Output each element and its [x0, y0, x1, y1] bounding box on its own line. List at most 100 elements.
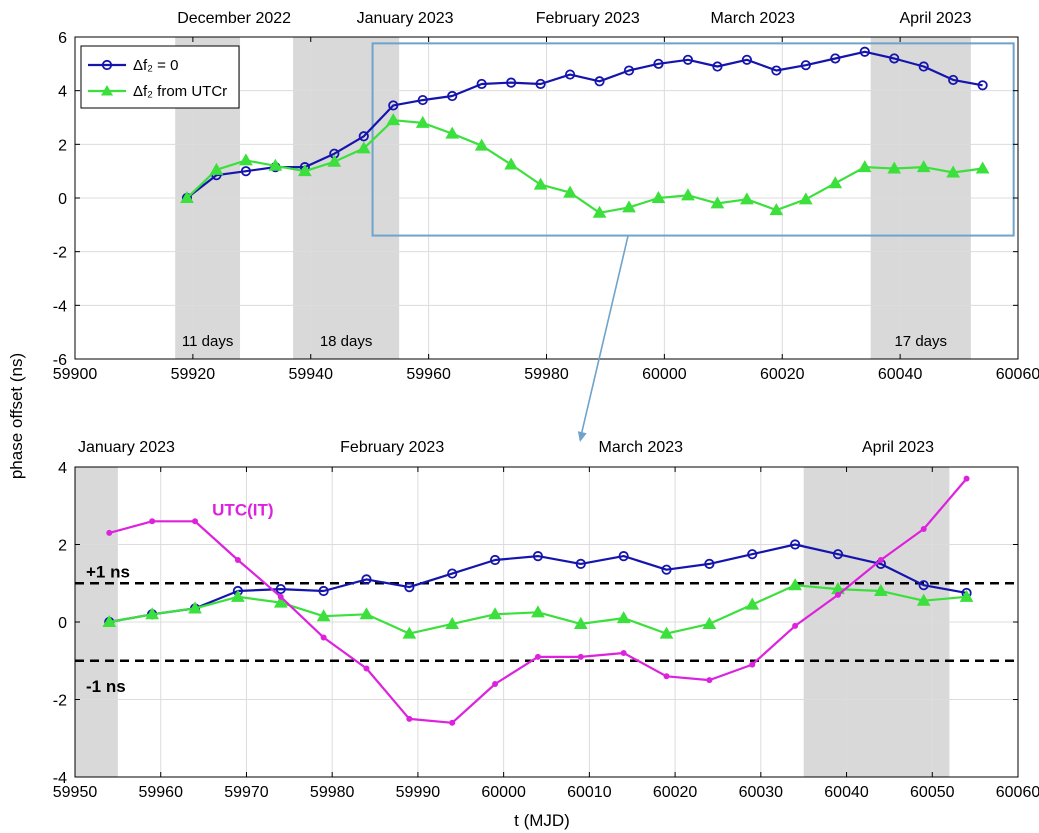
data-point	[651, 190, 666, 203]
data-point	[102, 614, 117, 627]
series-annotation: UTC(IT)	[212, 500, 273, 519]
data-point	[180, 190, 194, 203]
data-point	[887, 161, 902, 174]
data-point	[447, 90, 458, 102]
connector-line	[579, 235, 629, 441]
data-point	[620, 650, 627, 656]
data-point	[681, 188, 695, 201]
data-point	[564, 69, 576, 80]
data-point	[415, 115, 430, 128]
x-tick-label: 60040	[824, 784, 869, 801]
data-point	[476, 78, 487, 90]
month-label: April 2023	[862, 439, 934, 456]
data-point	[327, 154, 342, 167]
data-point	[188, 601, 202, 614]
month-label: January 2023	[357, 10, 454, 27]
data-point	[386, 113, 401, 126]
data-point	[769, 203, 784, 216]
threshold-label: -1 ns	[86, 677, 126, 696]
data-point	[534, 653, 541, 660]
x-tick-label: 60020	[760, 366, 805, 383]
data-point	[653, 58, 664, 69]
shaded-span-label: 11 days	[182, 333, 233, 350]
legend-label: Δf₂ from UTCr	[133, 83, 227, 100]
y-tick-label: -2	[53, 693, 67, 710]
data-point	[145, 607, 160, 620]
data-point	[704, 558, 715, 569]
data-point	[618, 551, 629, 562]
data-point	[710, 196, 725, 209]
data-point	[745, 597, 760, 610]
data-point	[712, 61, 723, 72]
data-point	[948, 74, 959, 86]
data-point	[857, 160, 872, 173]
data-point	[318, 585, 329, 597]
x-tick-label: 60000	[642, 366, 687, 383]
zoom-connector-arrow	[577, 235, 629, 442]
y-tick-label: 2	[58, 137, 67, 154]
data-point	[920, 526, 927, 532]
data-point	[192, 518, 199, 525]
data-point	[149, 518, 156, 525]
series-line	[186, 50, 983, 199]
month-label: January 2023	[78, 439, 175, 456]
x-tick-label: 60060	[996, 784, 1039, 801]
data-point	[830, 53, 841, 64]
data-point	[445, 616, 460, 629]
x-tick-label: 59900	[53, 366, 98, 383]
data-point	[297, 164, 312, 177]
data-point	[661, 564, 672, 575]
connector-arrowhead	[577, 431, 587, 442]
x-tick-label: 60040	[878, 366, 923, 383]
data-point	[889, 53, 900, 64]
data-point	[531, 605, 545, 618]
data-point	[916, 593, 931, 606]
x-tick-label: 59980	[524, 366, 569, 383]
data-point	[404, 582, 415, 593]
data-point	[361, 574, 372, 585]
data-point	[877, 557, 884, 563]
data-point	[388, 100, 399, 111]
data-point	[417, 94, 428, 106]
x-axis-label: t (MJD)	[514, 811, 570, 830]
y-tick-label: 0	[58, 615, 67, 632]
data-point	[959, 589, 974, 602]
shaded-span-label: 17 days	[894, 333, 947, 350]
data-point	[504, 157, 518, 170]
series-group	[180, 46, 990, 218]
data-point	[275, 583, 286, 595]
x-tick-label: 59950	[53, 784, 98, 801]
x-tick-label: 59940	[289, 366, 334, 383]
x-tick-label: 60060	[996, 366, 1039, 383]
data-point	[575, 558, 586, 569]
legend-box	[80, 45, 240, 109]
x-tick-label: 59960	[138, 784, 183, 801]
data-point	[406, 715, 413, 722]
y-tick-label: 4	[58, 460, 67, 477]
data-point	[592, 205, 607, 218]
data-point	[234, 557, 241, 563]
month-label: April 2023	[899, 10, 971, 27]
data-point	[798, 192, 813, 205]
data-point	[975, 161, 990, 174]
data-point	[359, 607, 374, 620]
data-point	[506, 77, 517, 88]
data-point	[792, 622, 799, 629]
data-point	[573, 616, 588, 629]
x-tick-label: 60010	[567, 784, 612, 801]
data-point	[659, 626, 674, 639]
data-point	[946, 165, 961, 178]
data-point	[492, 681, 499, 687]
legend-marker	[101, 85, 113, 96]
x-tick-label: 59990	[396, 784, 441, 801]
x-tick-label: 60000	[481, 784, 526, 801]
data-point	[358, 131, 369, 142]
x-tick-label: 60030	[739, 784, 784, 801]
data-point	[622, 200, 636, 213]
data-point	[800, 60, 811, 71]
data-point	[706, 677, 713, 684]
data-point	[594, 76, 605, 87]
month-label: March 2023	[599, 439, 684, 456]
legend-label: Δf₂ = 0	[133, 57, 178, 74]
